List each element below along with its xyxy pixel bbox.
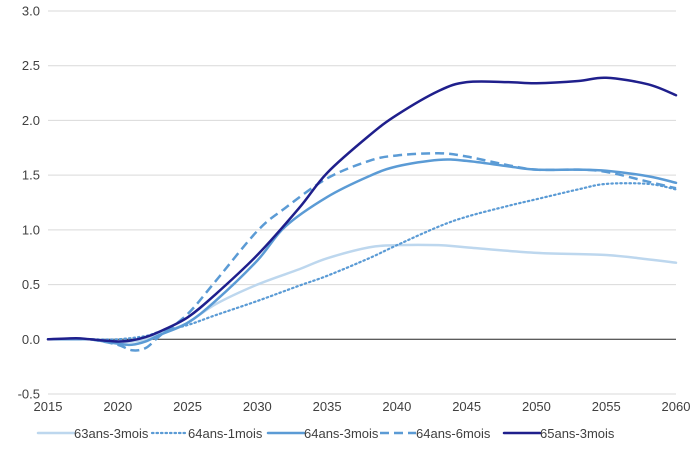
x-tick-label: 2030 — [243, 399, 272, 414]
x-tick-label: 2035 — [313, 399, 342, 414]
x-tick-label: 2020 — [103, 399, 132, 414]
y-tick-label: 1.0 — [22, 222, 40, 237]
x-tick-label: 2025 — [173, 399, 202, 414]
x-tick-label: 2060 — [662, 399, 691, 414]
y-tick-label: 0.5 — [22, 277, 40, 292]
series-line-64ans-6mois — [47, 151, 677, 352]
legend-label: 64ans-6mois — [416, 426, 491, 441]
y-tick-label: 2.0 — [22, 113, 40, 128]
x-tick-label: 2015 — [34, 399, 63, 414]
x-axis-ticks: 2015 2020 2025 2030 2035 2040 2045 2050 2055 2060 — [34, 399, 691, 414]
series-line-65ans-3mois — [46, 76, 678, 343]
legend-label: 63ans-3mois — [74, 426, 149, 441]
y-tick-label: -0.5 — [18, 387, 40, 402]
y-tick-label: 3.0 — [22, 4, 40, 19]
y-tick-label: 2.5 — [22, 58, 40, 73]
legend-label: 64ans-3mois — [304, 426, 379, 441]
series-line-64ans-1mois — [46, 182, 678, 341]
legend-label: 65ans-3mois — [540, 426, 615, 441]
series-line-64ans-3mois — [46, 158, 678, 347]
x-tick-label: 2045 — [452, 399, 481, 414]
series-layer — [46, 76, 678, 352]
legend-label: 64ans-1mois — [188, 426, 263, 441]
y-tick-label: 1.5 — [22, 168, 40, 183]
y-tick-label: 0.0 — [22, 332, 40, 347]
x-tick-label: 2055 — [592, 399, 621, 414]
legend: 63ans-3mois 64ans-1mois 64ans-3mois 64ans-6… — [36, 426, 615, 441]
x-tick-label: 2050 — [522, 399, 551, 414]
series-line-63ans-3mois — [46, 243, 678, 343]
y-axis-ticks: -0.5 0.0 0.5 1.0 1.5 2.0 2.5 3.0 — [18, 4, 40, 402]
x-tick-label: 2040 — [382, 399, 411, 414]
